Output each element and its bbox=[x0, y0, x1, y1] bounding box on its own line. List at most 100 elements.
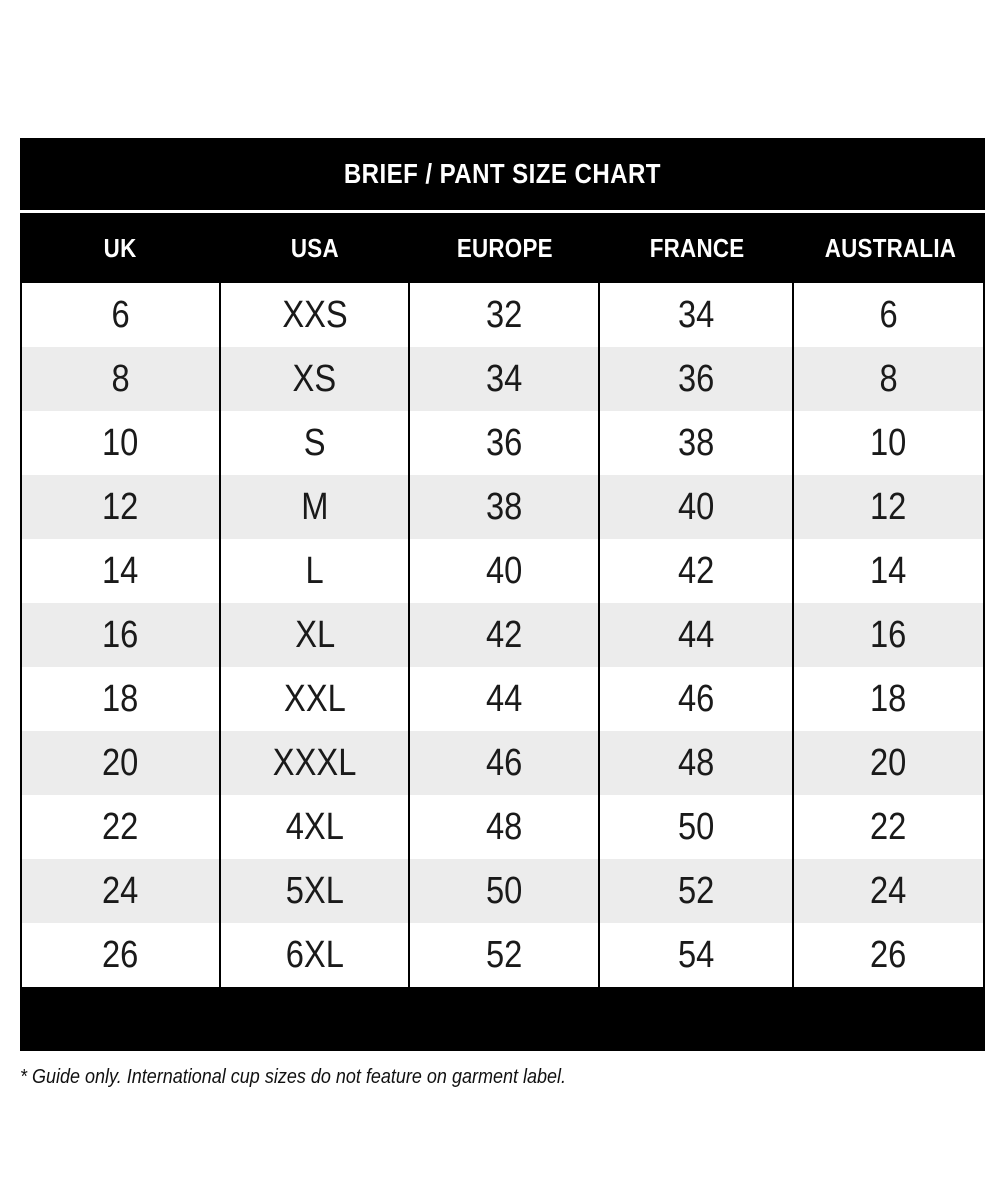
table-cell-value: 14 bbox=[870, 549, 907, 592]
table-row: 6 XXS 32 34 6 bbox=[22, 283, 983, 347]
table-cell: XL bbox=[221, 603, 411, 667]
table-cell: 6 bbox=[22, 283, 222, 347]
table-cell: 12 bbox=[794, 475, 983, 539]
table-cell-value: 24 bbox=[870, 869, 907, 912]
table-cell-value: XS bbox=[292, 357, 337, 400]
table-cell-value: 50 bbox=[485, 869, 523, 912]
table-cell-value: 46 bbox=[677, 677, 714, 720]
table-cell: 4XL bbox=[221, 795, 411, 859]
column-header-label: UK bbox=[103, 232, 137, 263]
table-cell: 44 bbox=[410, 667, 600, 731]
column-header-label: AUSTRALIA bbox=[824, 232, 956, 263]
size-chart-table: BRIEF / PANT SIZE CHART UK USA EUROPE FRANC… bbox=[20, 138, 985, 1051]
table-cell-value: 44 bbox=[485, 677, 523, 720]
table-cell: 20 bbox=[794, 731, 983, 795]
table-row: 24 5XL 50 52 24 bbox=[22, 859, 983, 923]
table-cell-value: 48 bbox=[485, 805, 523, 848]
footnote: * Guide only. International cup sizes do… bbox=[20, 1066, 627, 1089]
table-cell: 32 bbox=[410, 283, 600, 347]
table-cell-value: 36 bbox=[677, 357, 714, 400]
table-cell-value: 26 bbox=[870, 933, 907, 976]
table-cell-value: 16 bbox=[870, 613, 907, 656]
table-cell-value: 6 bbox=[111, 293, 130, 336]
table-cell: 12 bbox=[22, 475, 222, 539]
table-cell-value: 50 bbox=[677, 805, 714, 848]
table-row: 26 6XL 52 54 26 bbox=[22, 923, 983, 987]
table-cell-value: 14 bbox=[102, 549, 139, 592]
table-cell-value: 6XL bbox=[285, 933, 344, 976]
table-cell-value: 36 bbox=[485, 421, 523, 464]
table-cell: 40 bbox=[410, 539, 600, 603]
table-cell: 34 bbox=[600, 283, 794, 347]
table-cell: 26 bbox=[794, 923, 983, 987]
table-cell: 24 bbox=[22, 859, 222, 923]
column-header-usa: USA bbox=[220, 213, 410, 283]
table-cell-value: 22 bbox=[870, 805, 907, 848]
column-header-europe: EUROPE bbox=[410, 213, 600, 283]
table-row: 22 4XL 48 50 22 bbox=[22, 795, 983, 859]
table-cell-value: 10 bbox=[870, 421, 907, 464]
table-cell: 22 bbox=[794, 795, 983, 859]
table-cell-value: 38 bbox=[677, 421, 714, 464]
table-cell-value: 52 bbox=[677, 869, 714, 912]
table-cell: 52 bbox=[600, 859, 794, 923]
table-cell: 16 bbox=[794, 603, 983, 667]
table-cell-value: 4XL bbox=[285, 805, 344, 848]
table-cell-value: 12 bbox=[870, 485, 907, 528]
table-cell: 36 bbox=[410, 411, 600, 475]
table-cell-value: L bbox=[305, 549, 324, 592]
table-cell-value: 16 bbox=[102, 613, 139, 656]
table-cell-value: 46 bbox=[485, 741, 523, 784]
table-cell-value: 20 bbox=[870, 741, 907, 784]
table-cell: 48 bbox=[600, 731, 794, 795]
table-cell-value: 40 bbox=[677, 485, 714, 528]
table-cell: 46 bbox=[600, 667, 794, 731]
table-cell-value: 48 bbox=[677, 741, 714, 784]
column-header-label: FRANCE bbox=[650, 232, 745, 263]
table-cell: 18 bbox=[794, 667, 983, 731]
table-cell: 26 bbox=[22, 923, 222, 987]
table-cell: XXXL bbox=[221, 731, 411, 795]
table-cell: XXL bbox=[221, 667, 411, 731]
table-cell-value: XXL bbox=[283, 677, 346, 720]
table-cell: 14 bbox=[794, 539, 983, 603]
table-cell-value: 42 bbox=[677, 549, 714, 592]
table-cell: 50 bbox=[600, 795, 794, 859]
table-row: 20 XXXL 46 48 20 bbox=[22, 731, 983, 795]
table-cell: 10 bbox=[794, 411, 983, 475]
table-cell-value: 10 bbox=[102, 421, 139, 464]
table-cell-value: 20 bbox=[102, 741, 139, 784]
table-cell-value: 32 bbox=[485, 293, 523, 336]
chart-title-bar: BRIEF / PANT SIZE CHART bbox=[20, 138, 985, 213]
table-row: 18 XXL 44 46 18 bbox=[22, 667, 983, 731]
table-cell: 54 bbox=[600, 923, 794, 987]
column-header-label: USA bbox=[290, 232, 339, 263]
table-cell: 16 bbox=[22, 603, 222, 667]
table-cell: M bbox=[221, 475, 411, 539]
footnote-text: * Guide only. International cup sizes do… bbox=[20, 1066, 567, 1088]
table-body: 6 XXS 32 34 6 8 XS 34 36 8 10 S 36 38 10 12 M 38 40 12 14 L 40… bbox=[20, 283, 985, 987]
table-cell-value: 24 bbox=[102, 869, 139, 912]
table-cell: XS bbox=[221, 347, 411, 411]
table-cell-value: S bbox=[303, 421, 326, 464]
table-cell: XXS bbox=[221, 283, 411, 347]
table-cell-value: XXS bbox=[282, 293, 348, 336]
table-cell: 5XL bbox=[221, 859, 411, 923]
table-cell: 34 bbox=[410, 347, 600, 411]
table-cell: 10 bbox=[22, 411, 222, 475]
table-cell: 40 bbox=[600, 475, 794, 539]
table-cell: 20 bbox=[22, 731, 222, 795]
table-row: 14 L 40 42 14 bbox=[22, 539, 983, 603]
table-cell: 46 bbox=[410, 731, 600, 795]
table-cell-value: 12 bbox=[102, 485, 139, 528]
table-cell: 18 bbox=[22, 667, 222, 731]
table-cell-value: 40 bbox=[485, 549, 523, 592]
table-cell-value: 44 bbox=[677, 613, 714, 656]
table-row: 8 XS 34 36 8 bbox=[22, 347, 983, 411]
table-cell-value: 6 bbox=[879, 293, 898, 336]
table-cell-value: 38 bbox=[485, 485, 523, 528]
table-cell: 52 bbox=[410, 923, 600, 987]
table-cell: 42 bbox=[410, 603, 600, 667]
table-footer-bar bbox=[20, 987, 985, 1051]
table-cell: 22 bbox=[22, 795, 222, 859]
